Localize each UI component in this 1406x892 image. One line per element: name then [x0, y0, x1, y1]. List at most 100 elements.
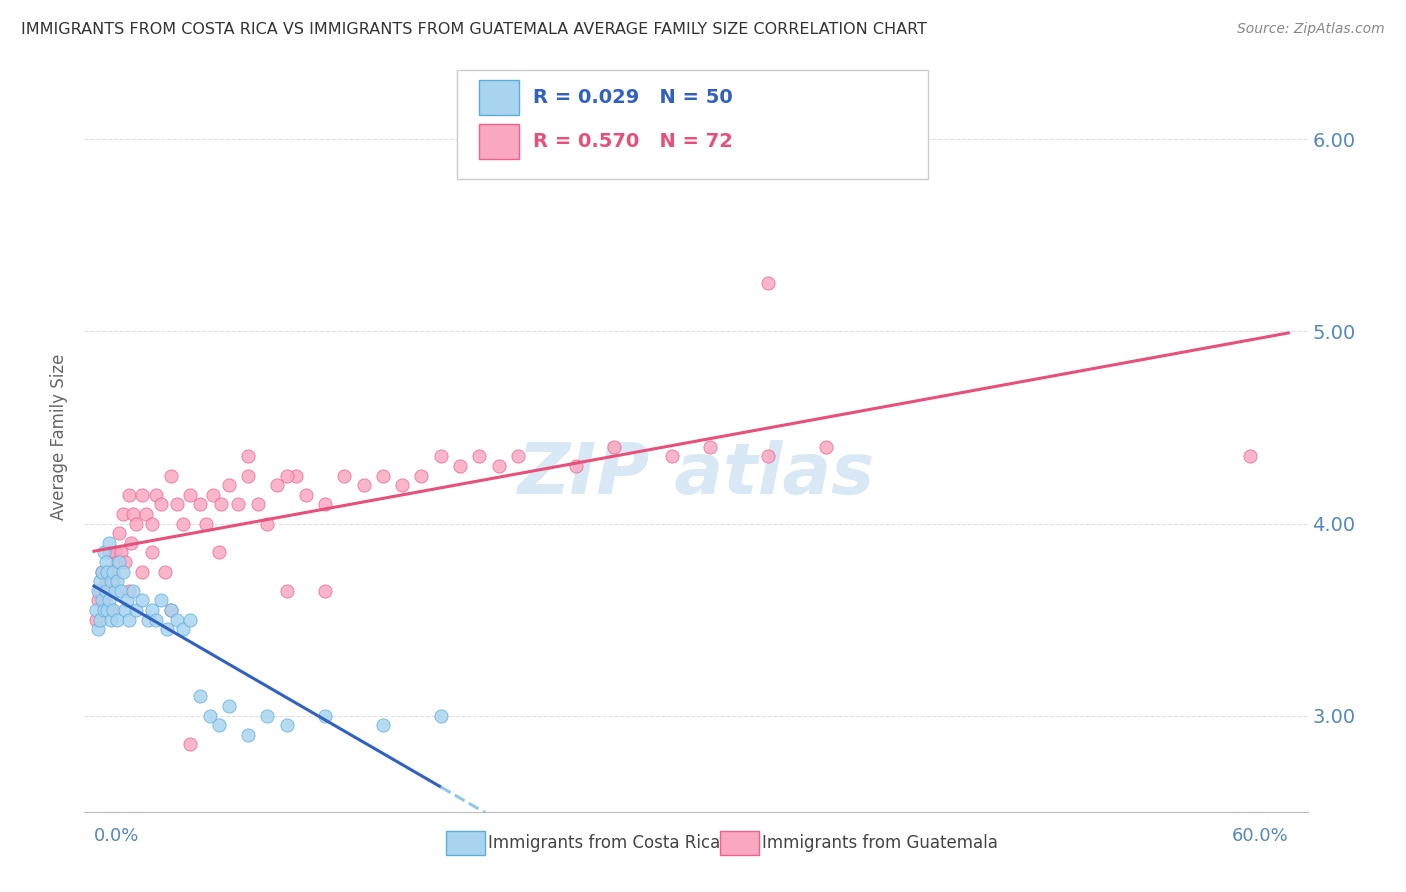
Y-axis label: Average Family Size: Average Family Size — [51, 354, 69, 520]
Point — [202, 488, 225, 502]
Point — [256, 708, 278, 723]
Point — [756, 277, 779, 291]
Point — [114, 603, 136, 617]
Point — [172, 622, 194, 636]
Point — [100, 613, 122, 627]
Point — [125, 516, 148, 531]
Point — [141, 516, 163, 531]
Point — [150, 497, 173, 511]
Point — [160, 468, 183, 483]
Point — [236, 728, 259, 742]
Point — [90, 593, 112, 607]
Text: IMMIGRANTS FROM COSTA RICA VS IMMIGRANTS FROM GUATEMALA AVERAGE FAMILY SIZE CORR: IMMIGRANTS FROM COSTA RICA VS IMMIGRANTS… — [21, 22, 927, 37]
Point — [208, 718, 231, 732]
Point — [333, 468, 356, 483]
Point — [104, 545, 127, 559]
FancyBboxPatch shape — [457, 70, 928, 178]
Point — [93, 593, 115, 607]
Point — [89, 583, 111, 598]
Point — [391, 478, 413, 492]
Point — [87, 622, 110, 636]
Point — [84, 603, 107, 617]
Point — [110, 545, 132, 559]
Point — [468, 450, 491, 464]
Point — [141, 603, 163, 617]
Point — [1239, 450, 1261, 464]
Point — [166, 613, 188, 627]
Point — [314, 708, 336, 723]
Point — [94, 583, 117, 598]
Point — [145, 488, 167, 502]
Point — [96, 603, 118, 617]
Point — [276, 468, 298, 483]
Point — [90, 565, 112, 579]
Point — [276, 583, 298, 598]
Point — [276, 718, 298, 732]
Point — [135, 507, 157, 521]
Point — [94, 555, 117, 569]
Point — [488, 458, 510, 473]
Point — [98, 545, 121, 559]
Point — [266, 478, 288, 492]
Point — [411, 468, 433, 483]
Point — [108, 526, 131, 541]
Point — [661, 450, 683, 464]
Point — [118, 488, 141, 502]
Point — [93, 545, 115, 559]
Point — [103, 603, 125, 617]
Point — [506, 450, 529, 464]
FancyBboxPatch shape — [479, 80, 519, 114]
Point — [105, 574, 128, 589]
Point — [194, 516, 217, 531]
Text: Immigrants from Guatemala: Immigrants from Guatemala — [762, 834, 998, 852]
Text: R = 0.570   N = 72: R = 0.570 N = 72 — [533, 132, 733, 151]
Point — [103, 574, 125, 589]
Point — [371, 468, 394, 483]
Point — [104, 583, 127, 598]
Text: R = 0.029   N = 50: R = 0.029 N = 50 — [533, 87, 733, 107]
Point — [429, 450, 451, 464]
Point — [108, 555, 131, 569]
Point — [188, 497, 211, 511]
Point — [814, 440, 837, 454]
Point — [105, 613, 128, 627]
Point — [699, 440, 721, 454]
Point — [160, 603, 183, 617]
Point — [218, 699, 240, 714]
Point — [160, 603, 183, 617]
Point — [314, 497, 336, 511]
Point — [449, 458, 471, 473]
Point — [603, 440, 626, 454]
Point — [111, 565, 134, 579]
Point — [100, 603, 122, 617]
Point — [98, 593, 121, 607]
Point — [94, 574, 117, 589]
Point — [84, 613, 107, 627]
Point — [105, 555, 128, 569]
Point — [93, 603, 115, 617]
Point — [188, 690, 211, 704]
Point — [118, 613, 141, 627]
Point — [156, 622, 179, 636]
Point — [236, 450, 259, 464]
Text: ZIP atlas: ZIP atlas — [517, 440, 875, 509]
Point — [256, 516, 278, 531]
Point — [100, 565, 122, 579]
Point — [90, 565, 112, 579]
Point — [208, 545, 231, 559]
Point — [120, 535, 142, 549]
Point — [285, 468, 308, 483]
Point — [295, 488, 318, 502]
Point — [118, 583, 141, 598]
Point — [121, 507, 143, 521]
Point — [179, 613, 201, 627]
Point — [756, 450, 779, 464]
Point — [179, 738, 201, 752]
Point — [89, 613, 111, 627]
Text: 60.0%: 60.0% — [1232, 827, 1288, 845]
Point — [209, 497, 232, 511]
Point — [96, 565, 118, 579]
Point — [141, 545, 163, 559]
Point — [121, 583, 143, 598]
Point — [150, 593, 173, 607]
